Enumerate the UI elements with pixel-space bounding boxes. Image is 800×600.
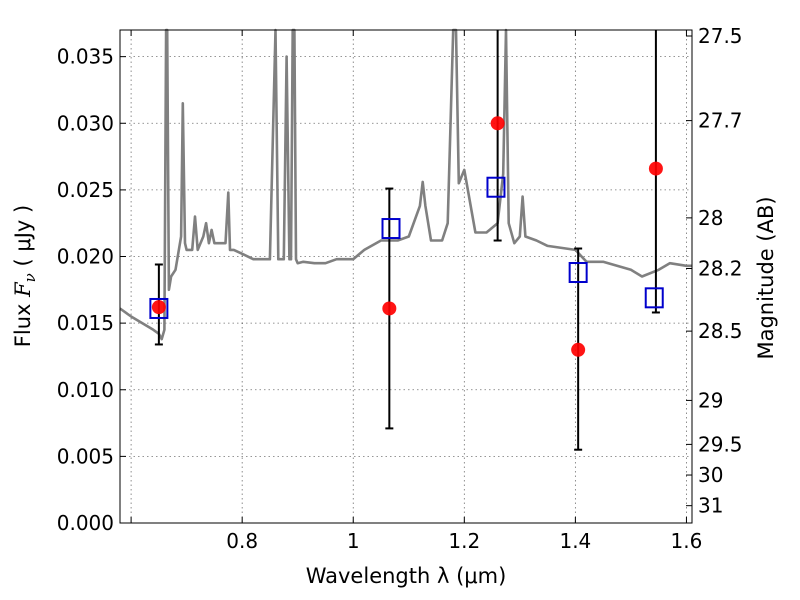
spectrum-layer [119, 28, 692, 341]
y-axis-label: Flux Fν ( μJy ) [11, 205, 39, 347]
x-tick-label: 1.6 [671, 529, 703, 553]
x-tick-label: 1.4 [559, 529, 591, 553]
observed-point [571, 342, 586, 357]
y-axis-label-symbol: F [11, 281, 35, 298]
x-tick-label: 1 [347, 529, 360, 553]
y-tick-label: 0.015 [57, 311, 114, 335]
model-band-square [149, 297, 169, 319]
y-tick-label: 0.035 [57, 45, 114, 69]
y2-tick-label: 27.7 [698, 109, 743, 133]
grid-layer [120, 30, 692, 524]
y-axis-label-unit: ( μJy ) [11, 205, 35, 273]
y-tick-label: 0.000 [57, 511, 114, 535]
y-tick-label: 0.005 [57, 444, 114, 468]
y-tick-label: 0.030 [57, 111, 114, 135]
observed-point [648, 161, 663, 176]
model-layer [149, 176, 664, 319]
y2-tick-label: 30 [698, 463, 723, 487]
spectrum-line [119, 28, 692, 341]
tick-layer: 0.8 1 1.2 1.4 1.6 0.000 0.005 0.010 0.015 0.020 0.… [57, 24, 743, 553]
y-axis-label-flux: Flux [11, 297, 35, 347]
y2-tick-label: 31 [698, 494, 723, 518]
model-band-square [381, 218, 401, 240]
observed-point [151, 300, 166, 315]
y-axis-label-subscript: ν [21, 273, 39, 282]
x-axis-label: Wavelength λ (μm) [306, 564, 507, 588]
y2-tick-label: 28 [698, 206, 723, 230]
y2-tick-label: 29 [698, 388, 723, 412]
observed-layer [151, 116, 663, 357]
y-tick-label: 0.025 [57, 178, 114, 202]
model-band-square [486, 176, 506, 198]
y2-tick-label: 27.5 [698, 24, 743, 48]
y2-axis-label: Magnitude (AB) [754, 196, 778, 359]
plot-frame [119, 29, 693, 524]
x-tick-label: 1.2 [448, 529, 480, 553]
y2-tick-label: 28.2 [698, 257, 743, 281]
y2-tick-label: 28.5 [698, 319, 743, 343]
observed-point [490, 116, 505, 131]
observed-point [382, 301, 397, 316]
y-tick-label: 0.010 [57, 378, 114, 402]
y-tick-label: 0.020 [57, 245, 114, 269]
model-band-square [568, 262, 588, 284]
y2-tick-label: 29.5 [698, 432, 743, 456]
x-tick-label: 0.8 [226, 529, 258, 553]
model-band-square [644, 287, 664, 309]
